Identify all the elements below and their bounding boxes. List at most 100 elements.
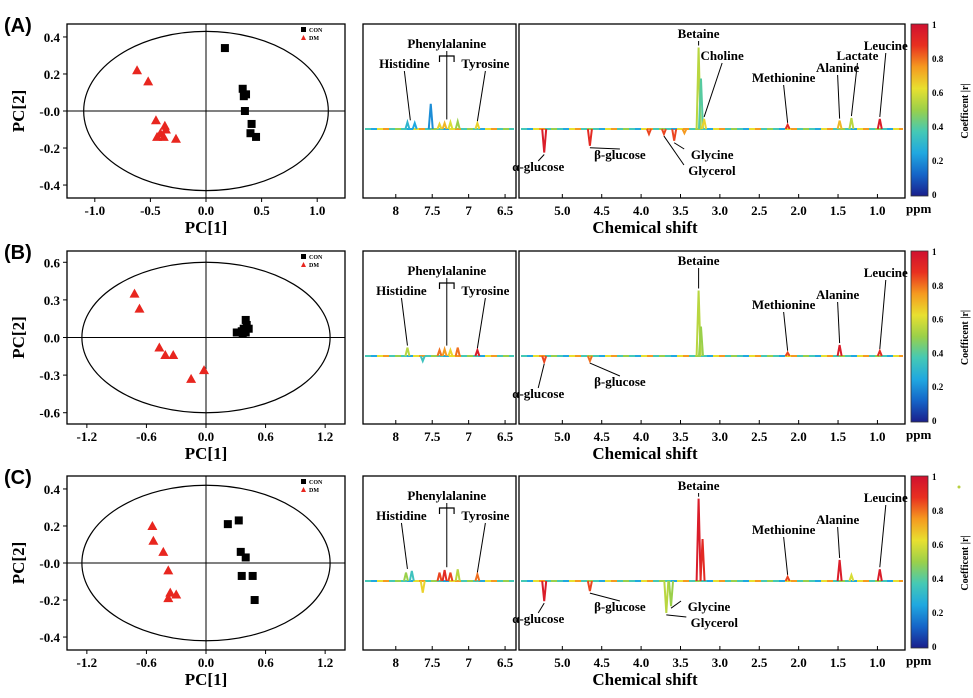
x-tick-label: -1.2 xyxy=(77,655,98,670)
spectrum-peak xyxy=(836,120,843,130)
con-point xyxy=(246,129,255,138)
peak-annotation: Histidine xyxy=(379,56,430,71)
spectrum-peak xyxy=(447,347,454,357)
colorbar-tick-label: 0.6 xyxy=(932,540,944,550)
legend-label: CON xyxy=(309,480,323,486)
colorbar-tick-label: 0.4 xyxy=(932,122,944,132)
y-tick-label: -0.4 xyxy=(39,178,60,193)
colorbar: 1 0.8 0.6 0.4 0.2 0 Coefficent |r| xyxy=(910,472,971,652)
con-point xyxy=(239,92,248,101)
spectrum-peak xyxy=(784,574,791,582)
y-axis-title: PC[2] xyxy=(9,90,28,132)
y-tick-label: 0.4 xyxy=(44,30,61,45)
spectrum-peak xyxy=(474,570,481,582)
annotation-bracket xyxy=(438,282,455,289)
x-tick-label: -1.2 xyxy=(77,429,98,444)
annotation-leader xyxy=(400,297,408,346)
spectrum-peak xyxy=(474,347,481,357)
y-tick-label: -0.0 xyxy=(39,104,60,119)
dm-point xyxy=(160,124,171,134)
peak-annotation: Glycine xyxy=(691,147,734,162)
annotation-leader xyxy=(663,135,685,166)
spectrum-tick-label: 6.5 xyxy=(497,203,514,218)
ppm-unit-label: ppm xyxy=(906,427,931,442)
spectrum-frame-left xyxy=(362,475,517,651)
peak-annotation: Tyrosine xyxy=(461,56,509,71)
x-tick-label: 0.5 xyxy=(253,203,270,218)
spectrum-peak xyxy=(404,118,411,130)
y-axis-title: PC[2] xyxy=(9,316,28,358)
dm-point xyxy=(134,303,145,313)
annotation-leader xyxy=(837,74,841,119)
con-point xyxy=(220,44,229,53)
spectrum-peak xyxy=(784,350,791,357)
spectrum-tick-label: 1.0 xyxy=(869,429,885,444)
peak-annotation: Glycerol xyxy=(691,615,739,630)
spectrum-tick-label: 3.5 xyxy=(672,203,689,218)
spectrum-tick-label: 6.5 xyxy=(497,655,514,670)
spectrum-tick-label: 3.5 xyxy=(672,655,689,670)
x-tick-label: 0.0 xyxy=(198,203,214,218)
spectrum-peak xyxy=(671,128,678,141)
peak-annotation: Methionine xyxy=(752,70,816,85)
spectrum-tick-label: 1.0 xyxy=(869,203,885,218)
y-tick-label: 0.3 xyxy=(44,293,61,308)
spectrum-tick-label: 3.0 xyxy=(712,203,728,218)
y-tick-label: -0.0 xyxy=(39,556,60,571)
spectrum-tick-label: 8 xyxy=(393,655,400,670)
spectrum-tick-label: 4.5 xyxy=(594,429,611,444)
spectrum-tick-label: 7.5 xyxy=(424,429,441,444)
colorbar-title: Coefficent |r| xyxy=(960,310,971,365)
colorbar-tick-label: 0.2 xyxy=(932,382,944,392)
peak-annotation: Methionine xyxy=(752,522,816,537)
spectrum-peak xyxy=(661,128,667,137)
peak-annotation: Betaine xyxy=(678,478,720,493)
scores-plot: -1.0 -0.5 0.0 0.5 1.0 0.4 0.2 -0.0 -0.2 -0.4 PC[1]… xyxy=(9,23,346,237)
con-point xyxy=(247,119,256,128)
y-tick-label: -0.3 xyxy=(39,368,60,383)
spectrum-peak xyxy=(419,355,426,364)
annotation-leader xyxy=(476,522,486,573)
annotation-leader xyxy=(476,70,486,122)
dm-point xyxy=(160,350,171,360)
spectrum-frame-right xyxy=(518,475,906,651)
y-tick-label: 0.6 xyxy=(44,255,61,270)
spectrum-peak xyxy=(403,572,409,582)
spectrum-peak xyxy=(836,344,843,357)
dm-point xyxy=(143,76,154,86)
con-point xyxy=(232,328,241,337)
spectrum-frame-left xyxy=(362,250,517,425)
spectrum-peak xyxy=(454,117,461,130)
y-axis-title: PC[2] xyxy=(9,542,28,584)
spectrum-peak xyxy=(876,348,883,357)
spectrum-peak xyxy=(586,580,593,592)
panel-b: (B) -1.2 -0.6 0.0 0.6 1.2 0.6 0.3 0.0 -0.3 -0.6 PC[… xyxy=(4,242,971,463)
colorbar-tick-label: 0.6 xyxy=(932,315,944,325)
x-tick-label: 1.2 xyxy=(317,655,333,670)
peak-annotation: Alanine xyxy=(816,512,860,527)
colorbar-tick-label: 0 xyxy=(932,190,937,200)
spectrum-tick-label: 5.0 xyxy=(554,655,570,670)
colorbar-tick-label: 0.2 xyxy=(932,156,944,166)
annotation-leader xyxy=(837,526,841,559)
y-tick-label: 0.4 xyxy=(44,482,61,497)
hotelling-ellipse xyxy=(81,484,331,642)
annotation-leader xyxy=(589,592,621,602)
spectrum-peak xyxy=(474,120,481,130)
colorbar-bar xyxy=(910,250,929,423)
peak-annotation: Leucine xyxy=(864,490,908,505)
legend-dm-marker xyxy=(301,262,306,267)
peak-annotation: β-glucose xyxy=(594,374,646,389)
spectrum-peak xyxy=(848,572,855,582)
spectrum-tick-label: 7.5 xyxy=(424,655,441,670)
dm-point xyxy=(148,535,159,545)
spectrum-tick-label: 3.5 xyxy=(672,429,689,444)
spectrum-peak xyxy=(454,347,461,357)
colorbar-tick-label: 0.4 xyxy=(932,574,944,584)
spectrum-peak xyxy=(427,103,434,130)
colorbar: 1 0.8 0.6 0.4 0.2 0 Coefficent |r| xyxy=(910,20,971,200)
annotation-leader xyxy=(400,522,408,569)
dm-point xyxy=(150,115,161,125)
spectrum-peak xyxy=(447,572,454,582)
